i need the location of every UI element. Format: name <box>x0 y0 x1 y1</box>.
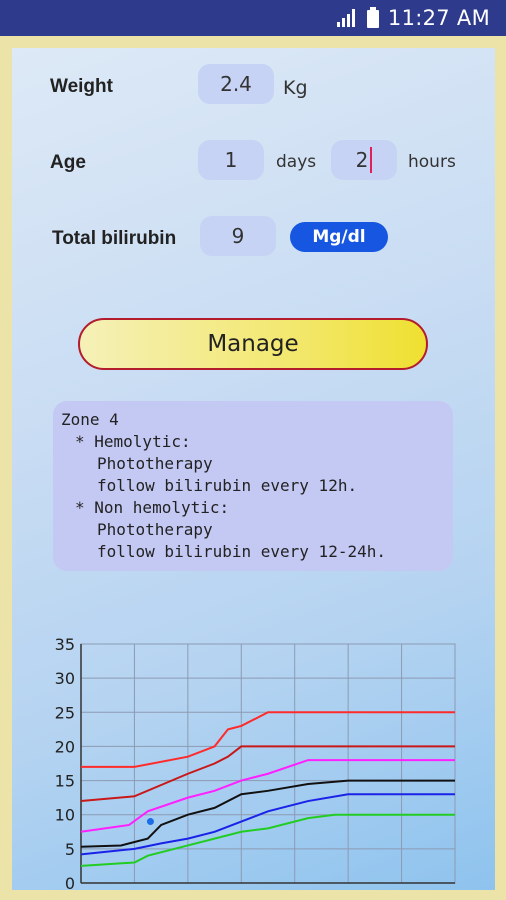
patient-point <box>146 818 154 826</box>
nonhemolytic-followup: follow bilirubin every 12-24h. <box>97 542 386 561</box>
series-line <box>81 711 455 768</box>
status-time: 11:27 AM <box>387 6 490 30</box>
series-line <box>80 745 455 803</box>
age-days-input[interactable]: 1 <box>198 140 264 180</box>
hemolytic-followup: follow bilirubin every 12h. <box>97 476 358 495</box>
series-line <box>80 759 455 833</box>
text-cursor <box>370 147 373 173</box>
y-tick-label: 25 <box>55 703 75 722</box>
main-content: Weight 2.4 Kg Age 1 days 2 hours Total b… <box>12 48 495 890</box>
y-tick-label: 20 <box>55 737 75 756</box>
unit-toggle-button[interactable]: Mg/dl <box>290 222 388 252</box>
nonhemolytic-action: Phototherapy <box>97 520 213 539</box>
age-hours-value: 2 <box>355 148 369 172</box>
result-box: Zone 4 * Hemolytic: Phototherapy follow … <box>53 401 453 571</box>
bilirubin-input[interactable]: 9 <box>200 216 276 256</box>
y-tick-label: 0 <box>65 874 75 890</box>
y-tick-label: 15 <box>55 772 75 791</box>
series-line <box>80 813 455 867</box>
nonhemolytic-title: * Non hemolytic: <box>75 498 230 517</box>
battery-icon <box>366 7 379 28</box>
age-hours-unit: hours <box>408 152 456 172</box>
plot-frame <box>80 643 456 884</box>
bilirubin-chart: 02040608010012014005101520253035 <box>55 635 456 890</box>
y-tick-label: 10 <box>55 806 75 825</box>
signal-icon <box>336 9 355 27</box>
bilirubin-label: Total bilirubin <box>52 228 177 249</box>
weight-label: Weight <box>50 76 113 97</box>
y-tick-label: 30 <box>55 669 75 688</box>
y-tick-label: 5 <box>65 840 75 859</box>
y-tick-label: 35 <box>55 635 75 654</box>
series-line <box>80 779 455 848</box>
weight-input[interactable]: 2.4 <box>198 64 274 104</box>
age-hours-input[interactable]: 2 <box>331 140 397 180</box>
age-days-unit: days <box>276 152 317 172</box>
hemolytic-title: * Hemolytic: <box>75 432 191 451</box>
age-label: Age <box>50 152 86 173</box>
zone-title: Zone 4 <box>61 410 119 429</box>
manage-button[interactable]: Manage <box>78 318 428 370</box>
hemolytic-action: Phototherapy <box>97 454 213 473</box>
series-line <box>80 793 455 856</box>
weight-unit: Kg <box>283 77 308 99</box>
status-bar: 11:27 AM <box>0 0 506 36</box>
status-icons: 11:27 AM <box>336 6 490 30</box>
